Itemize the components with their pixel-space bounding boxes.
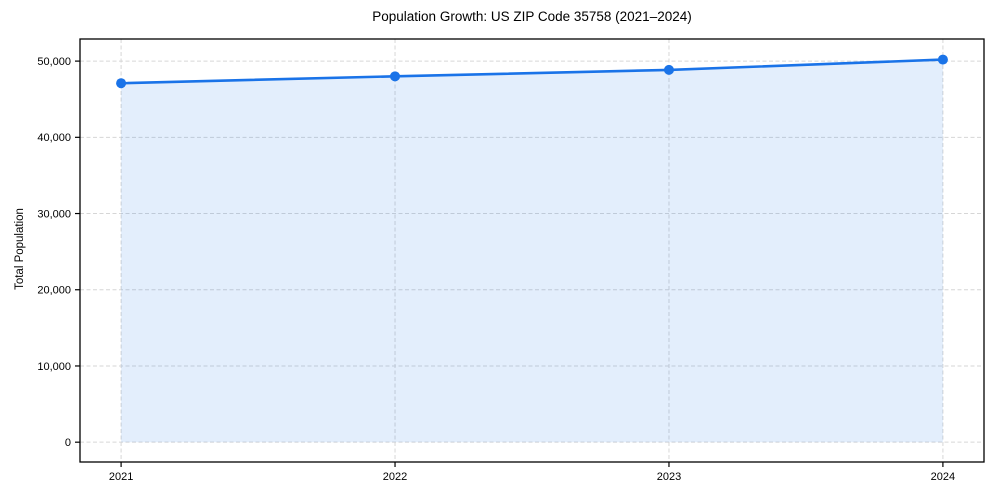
y-tick-label: 40,000 bbox=[37, 132, 71, 144]
data-point bbox=[937, 54, 948, 65]
x-tick-label: 2021 bbox=[109, 471, 133, 483]
data-point bbox=[390, 71, 401, 82]
y-tick-label: 0 bbox=[65, 437, 71, 449]
axes-frame bbox=[79, 38, 985, 463]
data-point bbox=[663, 64, 674, 75]
area-fill bbox=[121, 59, 943, 443]
x-tick-label: 2023 bbox=[657, 471, 681, 483]
chart-title: Population Growth: US ZIP Code 35758 (20… bbox=[372, 9, 692, 24]
data-point bbox=[116, 78, 127, 89]
y-tick-label: 50,000 bbox=[37, 56, 71, 68]
x-tick-label: 2024 bbox=[931, 471, 955, 483]
y-tick-label: 30,000 bbox=[37, 208, 71, 220]
y-tick-label: 20,000 bbox=[37, 285, 71, 297]
trend-line bbox=[119, 58, 945, 85]
x-tick-label: 2022 bbox=[383, 471, 407, 483]
y-tick-label: 10,000 bbox=[37, 361, 71, 373]
